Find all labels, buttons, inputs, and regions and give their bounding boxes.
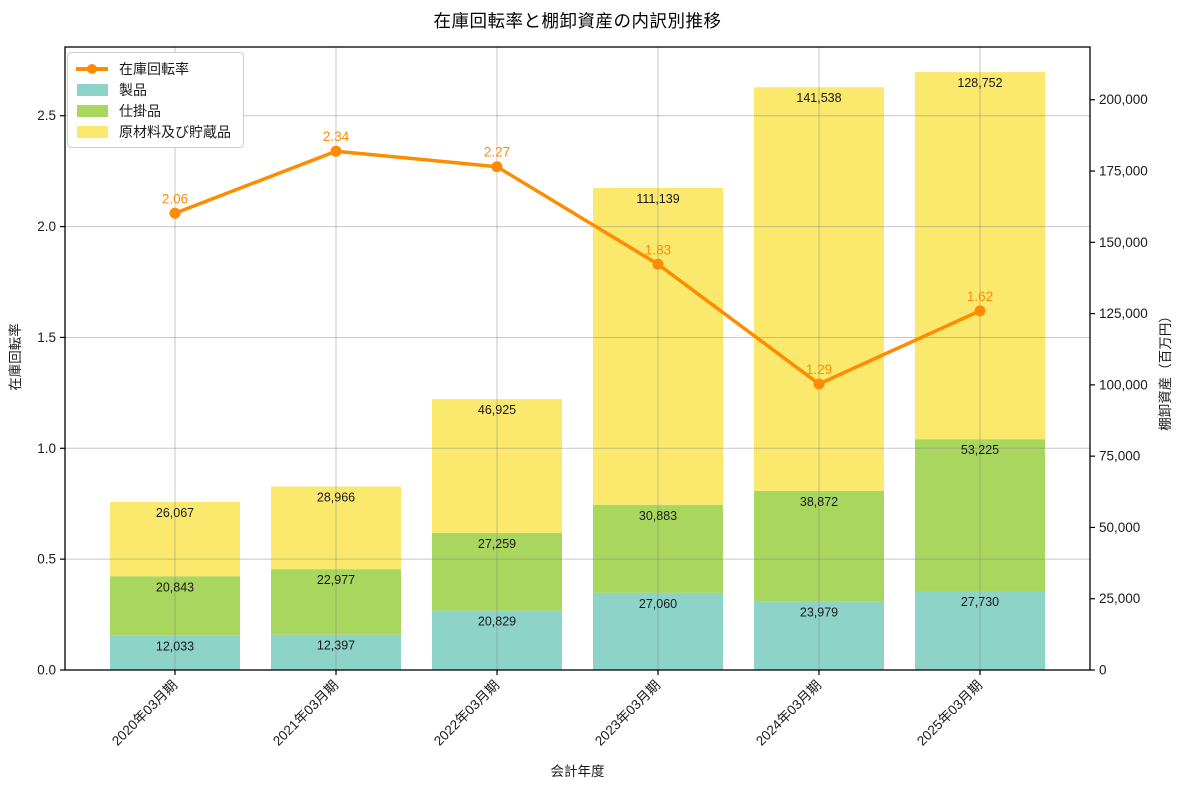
bar-segment [110, 635, 240, 670]
y-left-tick-label: 2.0 [37, 219, 56, 234]
bar-value-label: 23,979 [800, 606, 838, 620]
bar-segment [593, 592, 723, 670]
turnover-point [652, 258, 664, 270]
bar-segment [754, 87, 884, 491]
x-tick-label: 2020年03月期 [109, 678, 180, 749]
bar-segment [915, 590, 1045, 670]
turnover-line [173, 149, 982, 386]
legend: 在庫回転率 製品 仕掛品 原材料及び貯蔵品 [67, 52, 244, 148]
bar-segment [593, 504, 723, 593]
bar-value-label: 38,872 [800, 495, 838, 509]
bar-segment [271, 569, 401, 635]
legend-item-work-in-progress: 仕掛品 [76, 100, 231, 121]
bar-value-label: 26,067 [156, 506, 194, 520]
legend-label: 製品 [119, 81, 147, 98]
y-left-tick-label: 1.0 [37, 441, 56, 456]
bar-value-label: 30,883 [639, 509, 677, 523]
turnover-value-label: 1.29 [806, 362, 832, 377]
color-swatch-icon [76, 104, 108, 117]
bar-value-label: 12,397 [317, 639, 355, 653]
x-axis-title: 会計年度 [550, 764, 605, 779]
turnover-point [169, 207, 181, 219]
color-swatch-icon [76, 125, 108, 138]
chart-title: 在庫回転率と棚卸資産の内訳別推移 [433, 11, 722, 31]
legend-label: 在庫回転率 [119, 60, 189, 77]
bar-segment [432, 532, 562, 611]
turnover-value-label: 2.34 [323, 129, 350, 144]
bar-value-label: 27,730 [961, 595, 999, 609]
legend-label: 原材料及び貯蔵品 [119, 123, 231, 140]
x-tick-label: 2023年03月期 [592, 678, 663, 749]
y-left-tick-label: 0.0 [37, 663, 56, 678]
turnover-point [813, 378, 825, 390]
bar-value-label: 46,925 [478, 403, 516, 417]
y-right-tick-label: 175,000 [1099, 164, 1148, 179]
turnover-point [491, 161, 503, 173]
turnover-value-label: 1.62 [967, 289, 993, 304]
turnover-value-label: 2.27 [484, 145, 510, 160]
bar-segment [915, 439, 1045, 591]
y-right-tick-label: 100,000 [1099, 377, 1148, 392]
line-swatch-icon [76, 63, 108, 75]
y-right-tick-label: 125,000 [1099, 306, 1148, 321]
x-tick-label: 2022年03月期 [431, 678, 502, 749]
y-right-tick-label: 25,000 [1099, 591, 1140, 606]
bar-segment [915, 72, 1045, 440]
legend-label: 仕掛品 [119, 102, 161, 119]
x-tick-label: 2024年03月期 [753, 678, 824, 749]
y-left-tick-label: 1.5 [37, 330, 56, 345]
turnover-point [974, 305, 986, 317]
bar-segment [432, 399, 562, 533]
bar-segment [110, 576, 240, 636]
x-tick-label: 2021年03月期 [270, 678, 341, 749]
color-swatch-icon [76, 83, 108, 96]
bar-value-label: 22,977 [317, 573, 355, 587]
y-right-tick-label: 0 [1099, 663, 1107, 678]
y-right-tick-label: 75,000 [1099, 449, 1140, 464]
legend-item-products: 製品 [76, 79, 231, 100]
bar-value-label: 20,843 [156, 580, 194, 594]
bar-value-label: 28,966 [317, 491, 355, 505]
bar-value-label: 20,829 [478, 615, 516, 629]
plot-border [64, 46, 1091, 671]
turnover-point [330, 145, 342, 157]
bar-value-label: 141,538 [796, 91, 841, 105]
bar-segment [271, 486, 401, 570]
bar-value-label: 111,139 [636, 192, 679, 206]
bar-segment [110, 501, 240, 577]
bar-segment [754, 490, 884, 602]
bar-value-label: 27,060 [639, 597, 677, 611]
bar-value-label: 53,225 [961, 443, 999, 457]
bar-segment [271, 634, 401, 670]
x-tick-label: 2025年03月期 [914, 678, 985, 749]
bar-value-label: 128,752 [957, 76, 1002, 90]
y-right-tick-label: 50,000 [1099, 520, 1140, 535]
bar-segment [432, 610, 562, 670]
left-axis-title: 在庫回転率 [8, 323, 23, 391]
turnover-value-label: 1.83 [645, 242, 671, 257]
bar-value-label: 12,033 [156, 640, 194, 654]
y-left-tick-label: 2.5 [37, 108, 56, 123]
bar-value-label: 27,259 [478, 537, 516, 551]
bar-segment [754, 601, 884, 670]
legend-item-turnover: 在庫回転率 [76, 58, 231, 79]
legend-item-raw-materials: 原材料及び貯蔵品 [76, 121, 231, 142]
bar-segment [593, 187, 723, 505]
y-left-tick-label: 0.5 [37, 552, 56, 567]
y-right-tick-label: 150,000 [1099, 235, 1148, 250]
turnover-value-label: 2.06 [162, 191, 188, 206]
right-axis-title: 棚卸資産（百万円） [1158, 309, 1173, 431]
y-right-tick-label: 200,000 [1099, 92, 1148, 107]
